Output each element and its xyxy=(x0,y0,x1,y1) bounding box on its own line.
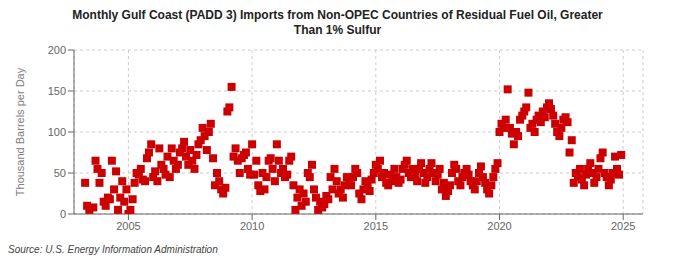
svg-text:50: 50 xyxy=(54,167,66,179)
svg-text:2010: 2010 xyxy=(240,220,264,232)
svg-text:Thousand Barrels per Day: Thousand Barrels per Day xyxy=(14,67,26,196)
html-text:Than 1% Sulfur: Than 1% Sulfur xyxy=(293,23,382,37)
html-text:Monthly Gulf Coast (PADD 3) Im: Monthly Gulf Coast (PADD 3) Imports from… xyxy=(72,8,603,22)
svg-text:2020: 2020 xyxy=(487,220,511,232)
svg-text:0: 0 xyxy=(60,208,66,220)
html-text:Source: U.S. Energy Informatio: Source: U.S. Energy Information Administ… xyxy=(8,244,218,255)
svg-text:150: 150 xyxy=(48,85,66,97)
svg-text:100: 100 xyxy=(48,126,66,138)
svg-text:200: 200 xyxy=(48,44,66,56)
svg-text:2015: 2015 xyxy=(364,220,388,232)
svg-text:2005: 2005 xyxy=(116,220,140,232)
svg-text:2025: 2025 xyxy=(611,220,635,232)
